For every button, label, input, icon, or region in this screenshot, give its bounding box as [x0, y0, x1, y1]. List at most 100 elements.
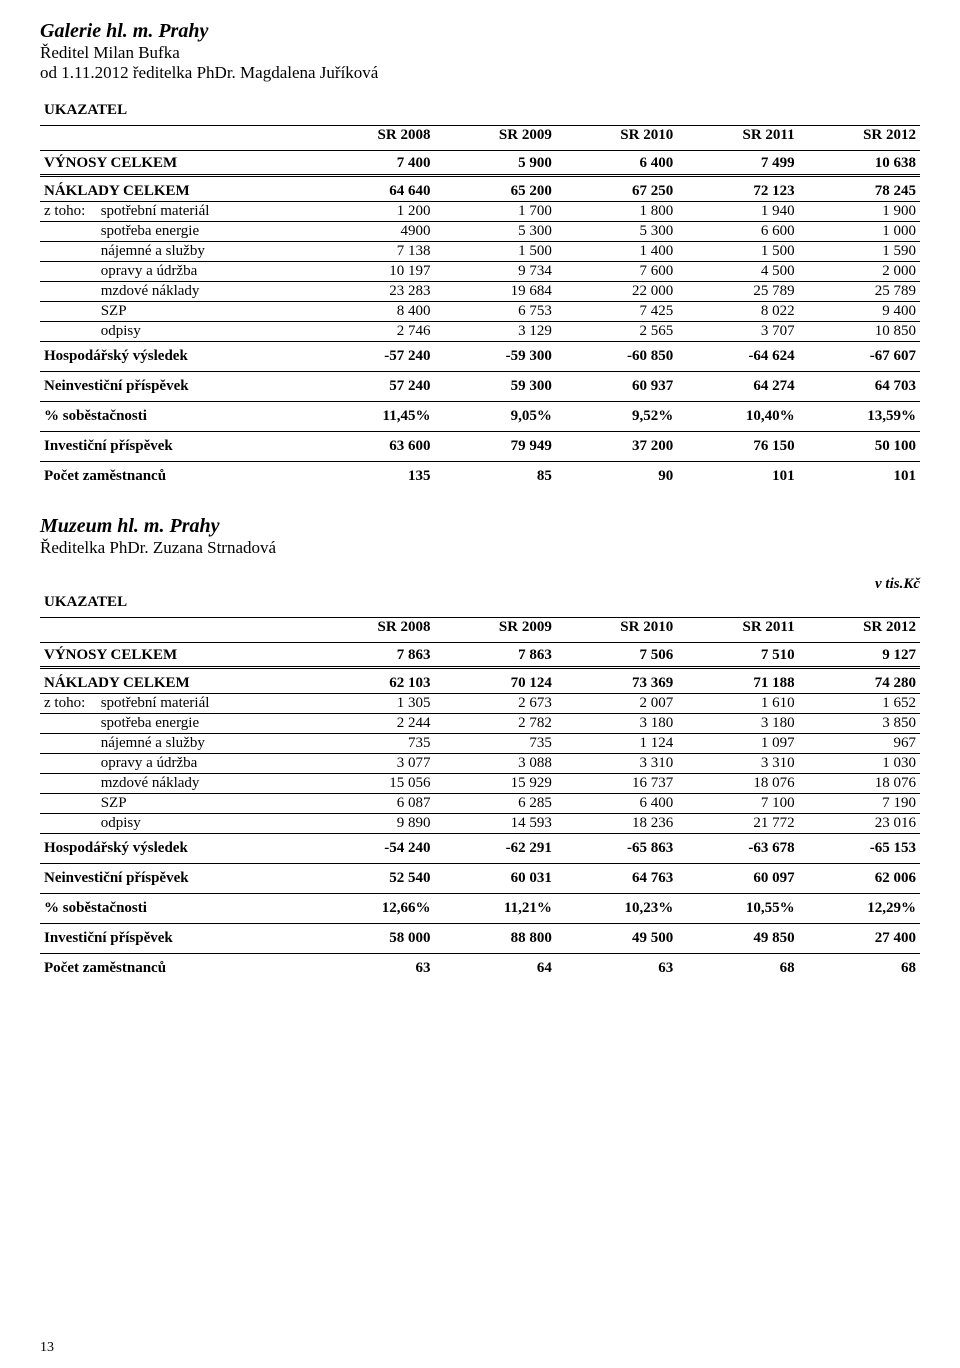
- cell: -60 850: [556, 342, 677, 372]
- cell: -65 863: [556, 834, 677, 864]
- col-header: SR 2009: [434, 126, 555, 151]
- cell: 1 000: [799, 222, 920, 242]
- cell: 79 949: [434, 432, 555, 462]
- cell: 64: [434, 954, 555, 980]
- cell: 6 400: [556, 794, 677, 814]
- cell: 10 197: [313, 262, 434, 282]
- row-label: opravy a údržba: [101, 754, 313, 774]
- col-header: SR 2012: [799, 126, 920, 151]
- cell: -64 624: [677, 342, 798, 372]
- row-label: NÁKLADY CELKEM: [40, 668, 313, 694]
- cell: 15 929: [434, 774, 555, 794]
- page-number: 13: [40, 1340, 54, 1356]
- row-label: Počet zaměstnanců: [40, 462, 313, 488]
- cell: 74 280: [799, 668, 920, 694]
- cell: -62 291: [434, 834, 555, 864]
- cell: 25 789: [677, 282, 798, 302]
- cell: 3 850: [799, 714, 920, 734]
- cell: 7 506: [556, 643, 677, 668]
- cell: 5 900: [434, 151, 555, 176]
- row-label: Hospodářský výsledek: [40, 834, 313, 864]
- cell: 6 087: [313, 794, 434, 814]
- cell: 11,45%: [313, 402, 434, 432]
- cell: 85: [434, 462, 555, 488]
- cell: 22 000: [556, 282, 677, 302]
- cell: 3 180: [677, 714, 798, 734]
- cell: 7 863: [313, 643, 434, 668]
- cell: 1 030: [799, 754, 920, 774]
- table-row: Investiční příspěvek 58 000 88 800 49 50…: [40, 924, 920, 954]
- row-label: odpisy: [101, 814, 313, 834]
- cell: 9 734: [434, 262, 555, 282]
- col-header: SR 2008: [313, 126, 434, 151]
- cell: 1 500: [434, 242, 555, 262]
- cell: 50 100: [799, 432, 920, 462]
- row-label: VÝNOSY CELKEM: [40, 643, 313, 668]
- cell: 63 600: [313, 432, 434, 462]
- table-row: mzdové náklady 15 056 15 929 16 737 18 0…: [40, 774, 920, 794]
- cell: 9 890: [313, 814, 434, 834]
- cell: 9,52%: [556, 402, 677, 432]
- table-row: mzdové náklady 23 283 19 684 22 000 25 7…: [40, 282, 920, 302]
- cell: 60 097: [677, 864, 798, 894]
- row-label: Investiční příspěvek: [40, 924, 313, 954]
- table-row: spotřeba energie 4900 5 300 5 300 6 600 …: [40, 222, 920, 242]
- cell: 1 800: [556, 202, 677, 222]
- cell: 23 016: [799, 814, 920, 834]
- cell: 4900: [313, 222, 434, 242]
- section1-title: Galerie hl. m. Prahy Ředitel Milan Bufka…: [40, 20, 920, 83]
- cell: 2 746: [313, 322, 434, 342]
- cell: 72 123: [677, 176, 798, 202]
- cell: 1 200: [313, 202, 434, 222]
- cell: -63 678: [677, 834, 798, 864]
- col-header: SR 2008: [313, 618, 434, 643]
- row-label: Neinvestiční příspěvek: [40, 864, 313, 894]
- cell: 60 031: [434, 864, 555, 894]
- table-row: odpisy 2 746 3 129 2 565 3 707 10 850: [40, 322, 920, 342]
- cell: 19 684: [434, 282, 555, 302]
- cell: 65 200: [434, 176, 555, 202]
- cell: -54 240: [313, 834, 434, 864]
- cell: 1 610: [677, 694, 798, 714]
- cell: 1 400: [556, 242, 677, 262]
- table-row: % soběstačnosti 12,66% 11,21% 10,23% 10,…: [40, 894, 920, 924]
- cell: 7 138: [313, 242, 434, 262]
- section2-title: Muzeum hl. m. Prahy Ředitelka PhDr. Zuza…: [40, 515, 920, 558]
- cell: 2 565: [556, 322, 677, 342]
- cell: 57 240: [313, 372, 434, 402]
- cell: 1 940: [677, 202, 798, 222]
- cell: 10 850: [799, 322, 920, 342]
- row-label: SZP: [101, 794, 313, 814]
- cell: 14 593: [434, 814, 555, 834]
- cell: 735: [313, 734, 434, 754]
- ztoho-label: z toho:: [40, 694, 101, 714]
- ztoho-label: z toho:: [40, 202, 101, 222]
- table-row: z toho: spotřební materiál 1 305 2 673 2…: [40, 694, 920, 714]
- cell: 5 300: [556, 222, 677, 242]
- row-label: mzdové náklady: [101, 774, 313, 794]
- cell: 58 000: [313, 924, 434, 954]
- cell: 9,05%: [434, 402, 555, 432]
- cell: 23 283: [313, 282, 434, 302]
- cell: 6 285: [434, 794, 555, 814]
- cell: 735: [434, 734, 555, 754]
- row-label: Investiční příspěvek: [40, 432, 313, 462]
- cell: 9 400: [799, 302, 920, 322]
- col-header: SR 2011: [677, 126, 798, 151]
- cell: 7 600: [556, 262, 677, 282]
- cell: 71 188: [677, 668, 798, 694]
- cell: 90: [556, 462, 677, 488]
- cell: 8 400: [313, 302, 434, 322]
- row-label: Počet zaměstnanců: [40, 954, 313, 980]
- col-header: SR 2011: [677, 618, 798, 643]
- row-label: opravy a údržba: [101, 262, 313, 282]
- cell: 63: [556, 954, 677, 980]
- cell: 1 097: [677, 734, 798, 754]
- cell: 101: [799, 462, 920, 488]
- cell: 49 850: [677, 924, 798, 954]
- cell: 1 652: [799, 694, 920, 714]
- section2-title-main: Muzeum hl. m. Prahy: [40, 515, 920, 538]
- cell: 101: [677, 462, 798, 488]
- table-row: nájemné a služby 7 138 1 500 1 400 1 500…: [40, 242, 920, 262]
- cell: 7 425: [556, 302, 677, 322]
